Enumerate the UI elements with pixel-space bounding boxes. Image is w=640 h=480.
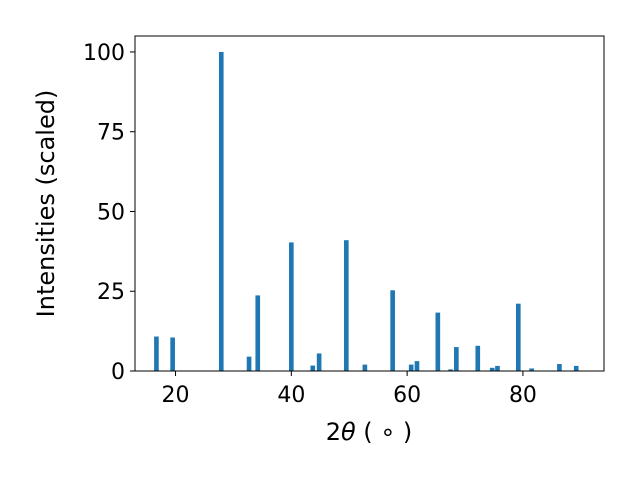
bar [489, 367, 495, 371]
bar [495, 365, 500, 371]
y-tick-label: 25 [97, 280, 125, 305]
bar [435, 312, 441, 371]
bar [170, 337, 175, 371]
y-axis-ticks: 0 25 50 75 100 [83, 41, 135, 385]
bar [529, 368, 534, 371]
bar [475, 345, 481, 371]
bar [289, 242, 294, 371]
x-tick-label: 40 [277, 383, 305, 408]
x-axis-label-unit: ( ∘ ) [356, 418, 413, 446]
bar [310, 365, 316, 371]
y-axis-label: Intensities (scaled) [32, 90, 60, 318]
y-tick-label: 75 [97, 121, 125, 146]
bar [448, 369, 453, 371]
bar [362, 364, 368, 371]
bar [246, 356, 252, 371]
x-tick-label: 60 [393, 383, 421, 408]
x-tick-label: 80 [509, 383, 537, 408]
bar [154, 336, 159, 371]
x-tick-label: 20 [162, 383, 190, 408]
bar [515, 303, 521, 371]
y-tick-label: 0 [111, 360, 125, 385]
y-tick-label: 100 [83, 41, 125, 66]
x-axis-label-prefix: 2 [326, 418, 341, 446]
bar [344, 240, 349, 371]
bar [573, 365, 579, 371]
y-tick-label: 50 [97, 200, 125, 225]
bar [408, 364, 414, 371]
x-axis-label-theta: θ [341, 418, 356, 446]
plot-frame [134, 35, 605, 372]
bars [154, 51, 579, 371]
x-axis-label: 2θ ( ∘ ) [326, 418, 413, 446]
bar [255, 295, 261, 371]
bar [316, 353, 322, 371]
bar [414, 361, 420, 371]
bar [390, 290, 395, 371]
bar [218, 51, 224, 371]
bar [454, 347, 459, 371]
x-axis-ticks: 20 40 60 80 [162, 371, 537, 408]
bar [557, 363, 562, 371]
